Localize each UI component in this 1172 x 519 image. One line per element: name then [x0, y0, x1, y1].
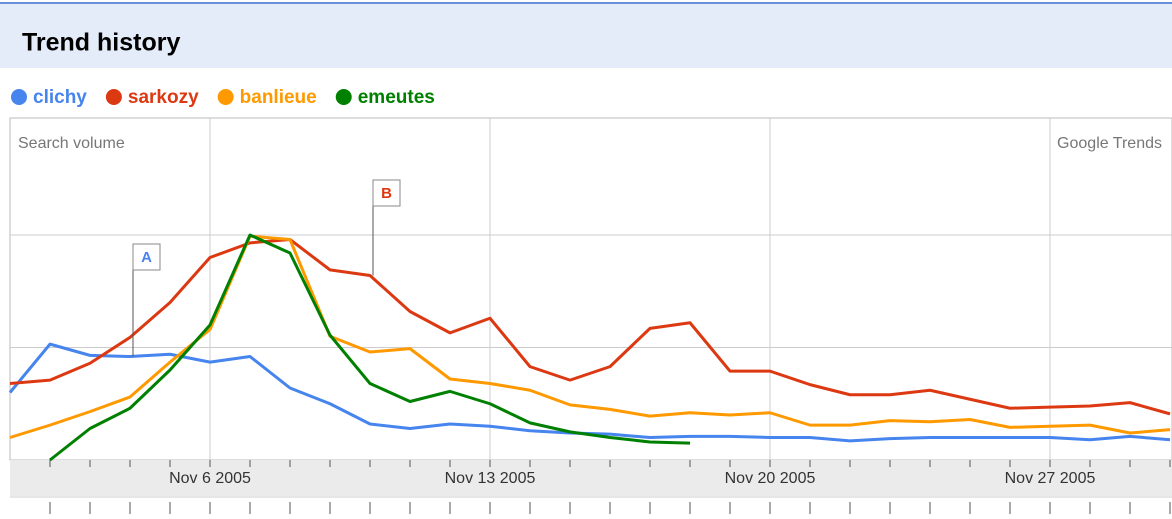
- x-tick-label: Nov 13 2005: [445, 470, 536, 487]
- axis-strip: [10, 460, 1172, 496]
- x-tick-label: Nov 20 2005: [725, 470, 816, 487]
- plot-area: [9, 117, 1172, 461]
- chart-title: Trend history: [22, 29, 180, 57]
- legend-label: sarkozy: [128, 87, 199, 108]
- top-rule: [0, 2, 1172, 4]
- annotation-label: A: [141, 249, 152, 266]
- source: Google Trends: [1057, 135, 1162, 152]
- series-line: [9, 238, 1171, 416]
- header-band: [0, 4, 1172, 68]
- legend-label: clichy: [33, 87, 87, 108]
- legend-label: banlieue: [240, 87, 317, 108]
- x-tick-label: Nov 6 2005: [169, 470, 251, 487]
- x-tick-label: Nov 27 2005: [1005, 470, 1096, 487]
- legend-label: emeutes: [358, 87, 435, 108]
- annotation-box: [132, 243, 161, 271]
- legend-marker: [217, 89, 234, 105]
- legend-marker: [11, 89, 27, 105]
- legend-marker: [105, 89, 122, 105]
- subtitle: Search volume: [18, 135, 125, 152]
- series-line: [9, 234, 1171, 439]
- annotation-label: B: [381, 185, 392, 202]
- annotation-box: [372, 179, 401, 207]
- legend-marker: [335, 89, 352, 105]
- series-line: [49, 233, 691, 462]
